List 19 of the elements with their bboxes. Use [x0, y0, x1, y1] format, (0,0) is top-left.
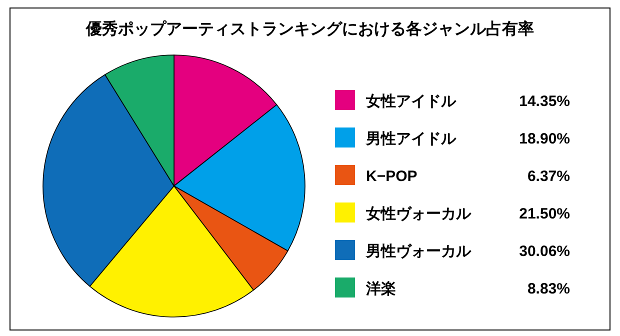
- legend-label: 女性アイドル: [365, 93, 457, 110]
- legend-label: 男性ヴォーカル: [365, 243, 472, 260]
- chart-title: 優秀ポップアーティストランキングにおける各ジャンル占有率: [85, 19, 534, 38]
- data-label: 8.83%: [527, 280, 570, 298]
- pie-slice: [174, 104, 306, 252]
- legend-label: K−POP: [366, 168, 418, 185]
- pie-slice: [174, 54, 278, 186]
- data-label: 14.35%: [519, 93, 570, 110]
- legend-label: 女性ヴォーカル: [365, 206, 472, 222]
- pie-slice: [104, 54, 174, 186]
- legend-label: 男性アイドル: [365, 130, 457, 148]
- legend-label: 洋楽: [365, 280, 396, 298]
- data-label: 21.50%: [519, 206, 570, 222]
- data-label: 18.90%: [519, 130, 570, 148]
- data-label: 30.06%: [519, 243, 570, 260]
- data-label: 6.37%: [527, 168, 570, 185]
- pie-slice: [89, 186, 254, 318]
- pie-slice: [42, 74, 174, 287]
- pie-slice: [174, 186, 288, 290]
